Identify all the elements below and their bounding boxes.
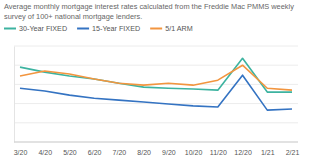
grid-line bbox=[14, 122, 298, 123]
x-tick: 3/20 bbox=[14, 142, 28, 156]
x-tick-label: 7/20 bbox=[113, 149, 127, 156]
x-tick-label: 5/20 bbox=[63, 149, 77, 156]
x-tick: 10/20 bbox=[185, 142, 203, 156]
x-tick-label: 12/20 bbox=[234, 149, 252, 156]
x-tick: 12/20 bbox=[234, 142, 252, 156]
chart: Average monthly mortgage interest rates … bbox=[0, 0, 310, 165]
legend-item: 15-Year FIXED bbox=[77, 24, 140, 33]
plot-area bbox=[20, 58, 292, 110]
x-tick: 1/21 bbox=[261, 142, 275, 156]
x-tick: 6/20 bbox=[88, 142, 102, 156]
x-tick-label: 1/21 bbox=[261, 149, 275, 156]
legend-swatch bbox=[150, 28, 162, 30]
x-tick: 8/20 bbox=[137, 142, 151, 156]
legend-label: 30-Year FIXED bbox=[19, 24, 67, 33]
y-axis-line bbox=[14, 47, 15, 143]
x-tick-label: 11/20 bbox=[210, 149, 227, 156]
x-tick: 7/20 bbox=[113, 142, 127, 156]
x-tick-label: 3/20 bbox=[14, 149, 28, 156]
grid-line bbox=[14, 46, 298, 47]
x-tick-label: 2/21 bbox=[286, 149, 300, 156]
title: Average monthly mortgage interest rates … bbox=[4, 2, 294, 21]
legend-item: 5/1 ARM bbox=[150, 24, 193, 33]
legend: 30-Year FIXED 15-Year FIXED 5/1 ARM bbox=[4, 24, 193, 33]
x-tick-label: 4/20 bbox=[38, 149, 52, 156]
y-axis bbox=[14, 47, 16, 143]
x-tick-label: 9/20 bbox=[162, 149, 176, 156]
legend-swatch bbox=[4, 28, 16, 30]
legend-swatch bbox=[77, 28, 89, 30]
x-tick: 5/20 bbox=[63, 142, 77, 156]
x-axis-line bbox=[14, 142, 298, 143]
x-tick-label: 8/20 bbox=[137, 149, 151, 156]
grid bbox=[14, 46, 298, 142]
x-tick: 2/21 bbox=[286, 142, 300, 156]
x-tick: 4/20 bbox=[38, 142, 52, 156]
legend-item: 30-Year FIXED bbox=[4, 24, 67, 33]
x-axis: 3/20 4/20 5/20 6/20 7/20 8/20 9/20 10/20 11/20 12… bbox=[14, 142, 300, 156]
series-line bbox=[20, 65, 292, 90]
grid-line bbox=[14, 65, 298, 66]
grid-line bbox=[14, 142, 298, 143]
x-tick: 11/20 bbox=[210, 142, 227, 156]
legend-label: 5/1 ARM bbox=[165, 24, 193, 33]
x-tick: 9/20 bbox=[162, 142, 176, 156]
x-tick-label: 10/20 bbox=[185, 149, 203, 156]
series-line bbox=[20, 75, 292, 110]
x-tick-label: 6/20 bbox=[88, 149, 102, 156]
legend-label: 15-Year FIXED bbox=[92, 24, 140, 33]
